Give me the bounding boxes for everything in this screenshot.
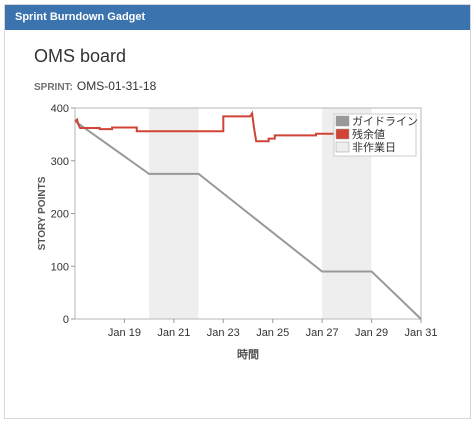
gadget-header[interactable]: Sprint Burndown Gadget	[5, 5, 470, 30]
sprint-label: SPRINT:	[34, 82, 73, 93]
guideline-series-line	[74, 120, 422, 320]
x-tick-label: Jan 19	[108, 327, 141, 339]
legend-swatch-guideline	[335, 115, 350, 127]
y-tick-label: 0	[63, 314, 69, 326]
x-tick-label: Jan 21	[157, 327, 190, 339]
sprint-name: OMS-01-31-18	[76, 79, 157, 93]
y-tick-label: 200	[51, 209, 69, 221]
remaining-series-line	[74, 110, 347, 143]
board-title: OMS board	[34, 46, 127, 66]
y-tick-label: 400	[51, 103, 69, 115]
non-working-band	[149, 108, 199, 319]
y-tick-label: 100	[51, 261, 69, 273]
sprint-info: SPRINT: OMS-01-31-18	[34, 79, 156, 93]
x-tick-label: Jan 31	[404, 327, 437, 339]
legend-label-guideline: ガイドライン	[352, 115, 418, 128]
y-axis-label: STORY POINTS	[37, 176, 48, 250]
x-tick-label: Jan 29	[355, 327, 388, 339]
x-tick-label: Jan 23	[207, 327, 240, 339]
y-tick-label: 300	[51, 156, 69, 168]
x-tick-label: Jan 27	[306, 327, 339, 339]
legend-swatch-non_working	[335, 141, 350, 153]
legend-label-non_working: 非作業日	[352, 141, 396, 154]
legend-label-remaining: 残余値	[352, 127, 385, 141]
legend-swatch-remaining	[335, 128, 350, 140]
x-axis-label: 時間	[237, 347, 259, 361]
x-tick-label: Jan 25	[256, 327, 289, 339]
